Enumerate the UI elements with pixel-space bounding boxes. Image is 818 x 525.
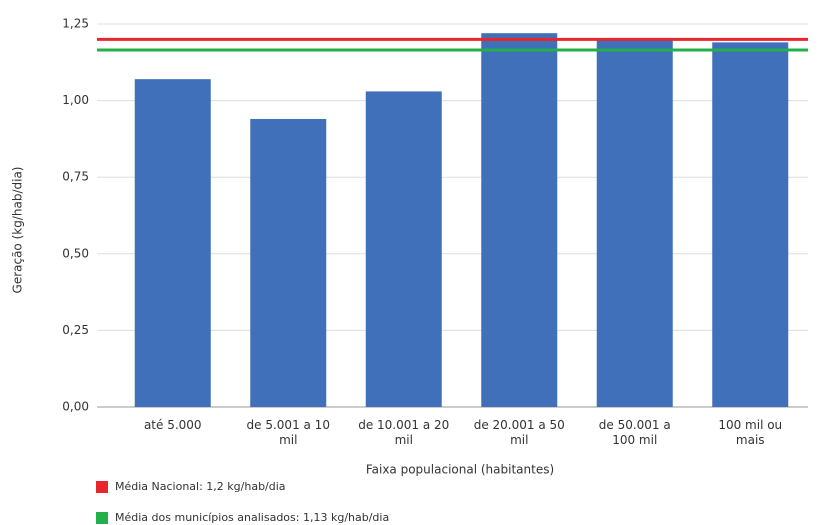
x-tick-label-line: de 50.001 a (599, 418, 671, 432)
bar (365, 91, 442, 408)
bar (712, 42, 789, 407)
x-tick-label-line: mil (510, 433, 528, 447)
x-tick-label-line: até 5.000 (144, 418, 202, 432)
legend-swatch (96, 481, 108, 493)
x-tick-label-line: 100 mil ou (718, 418, 782, 432)
x-tick-label-line: mil (395, 433, 413, 447)
x-tick-label-line: mais (736, 433, 765, 447)
x-tick-label: de 20.001 a 50 mil (474, 418, 565, 447)
y-tick-label: 1,00 (62, 93, 89, 107)
x-tick-label: 100 mil ou mais (718, 418, 782, 447)
y-tick-label: 0,25 (62, 323, 89, 337)
x-tick-label: de 50.001 a 100 mil (599, 418, 671, 447)
x-tick-label-line: mil (279, 433, 297, 447)
x-tick-label-line: 100 mil (612, 433, 657, 447)
y-axis-title: Geração (kg/hab/dia) (11, 167, 25, 294)
x-tick-label-line: de 5.001 a 10 (247, 418, 330, 432)
legend-label: Média Nacional: 1,2 kg/hab/dia (115, 480, 286, 493)
bar (250, 118, 327, 407)
y-tick-label: 0,75 (62, 170, 89, 184)
x-tick-label: de 5.001 a 10 mil (247, 418, 330, 447)
legend-label: Média dos municípios analisados: 1,13 kg… (115, 511, 389, 524)
bar (596, 39, 673, 407)
legend-swatch (96, 512, 108, 524)
x-tick-label: até 5.000 (144, 418, 202, 432)
x-tick-label-line: de 10.001 a 20 (358, 418, 449, 432)
bar (134, 79, 211, 407)
y-tick-label: 1,25 (62, 17, 89, 31)
bar (481, 33, 558, 407)
y-tick-label: 0,50 (62, 246, 89, 260)
y-tick-label: 0,00 (62, 400, 89, 414)
x-axis-title: Faixa populacional (habitantes) (366, 463, 554, 477)
x-tick-label-line: de 20.001 a 50 (474, 418, 565, 432)
x-tick-label: de 10.001 a 20 mil (358, 418, 449, 447)
